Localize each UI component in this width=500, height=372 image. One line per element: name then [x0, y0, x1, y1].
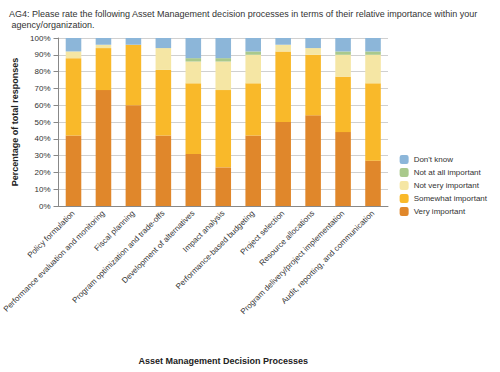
- svg-text:Very important: Very important: [414, 207, 466, 216]
- svg-text:agency/organization.: agency/organization.: [9, 20, 95, 30]
- svg-text:Somewhat important: Somewhat important: [414, 194, 488, 203]
- svg-text:Project selection: Project selection: [238, 208, 287, 257]
- svg-text:Fiscal planning: Fiscal planning: [92, 208, 137, 253]
- svg-text:0%: 0%: [39, 202, 51, 211]
- svg-text:90%: 90%: [35, 50, 51, 59]
- svg-text:AG4: Please rate the following: AG4: Please rate the following Asset Man…: [9, 9, 477, 19]
- svg-text:10%: 10%: [35, 185, 51, 194]
- svg-text:Program delivery/project imple: Program delivery/project implementation: [239, 209, 346, 316]
- svg-text:40%: 40%: [35, 134, 51, 143]
- svg-text:Asset Management Decision Proc: Asset Management Decision Processes: [138, 356, 308, 366]
- svg-text:20%: 20%: [35, 168, 51, 177]
- svg-text:70%: 70%: [35, 84, 51, 93]
- svg-text:30%: 30%: [35, 151, 51, 160]
- svg-text:Don't know: Don't know: [414, 155, 454, 164]
- svg-text:50%: 50%: [35, 118, 51, 127]
- svg-text:Performance-based budgeting: Performance-based budgeting: [174, 208, 257, 292]
- svg-text:Program optimization and trade: Program optimization and trade-offs: [70, 208, 167, 305]
- svg-text:Performance evaluation and mon: Performance evaluation and monitoring: [2, 209, 107, 314]
- svg-text:Not at all important: Not at all important: [414, 168, 482, 177]
- svg-text:Resource allocations: Resource allocations: [258, 209, 317, 268]
- svg-text:Policy formulation: Policy formulation: [25, 208, 77, 260]
- svg-text:Percentage of total responses: Percentage of total responses: [10, 58, 20, 187]
- svg-text:Not very important: Not very important: [414, 181, 480, 190]
- svg-text:100%: 100%: [30, 34, 50, 43]
- svg-text:60%: 60%: [35, 101, 51, 110]
- svg-text:Development of alternatives: Development of alternatives: [120, 208, 197, 286]
- svg-text:80%: 80%: [35, 67, 51, 76]
- svg-text:Audit, reporting, and communic: Audit, reporting, and communication: [279, 209, 376, 306]
- svg-text:Impact analysis: Impact analysis: [181, 208, 227, 255]
